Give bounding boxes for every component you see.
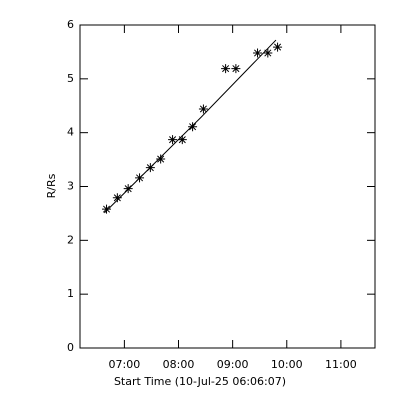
asterisk-marker — [156, 154, 166, 164]
asterisk-marker — [145, 163, 155, 173]
asterisk-strokes — [102, 204, 112, 214]
x-axis-label: Start Time (10-Jul-25 06:06:07) — [114, 375, 286, 388]
asterisk-strokes — [253, 48, 263, 58]
y-tick-label: 2 — [67, 233, 74, 246]
asterisk-marker — [168, 135, 178, 145]
asterisk-strokes — [198, 104, 208, 114]
asterisk-marker — [221, 64, 231, 74]
asterisk-strokes — [273, 42, 283, 52]
asterisk-marker — [112, 193, 122, 203]
asterisk-marker — [177, 135, 187, 145]
asterisk-marker — [273, 42, 283, 52]
y-tick-label: 5 — [67, 72, 74, 85]
x-tick-label: 11:00 — [325, 358, 357, 371]
asterisk-strokes — [263, 48, 273, 58]
asterisk-strokes — [123, 184, 133, 194]
y-tick-label: 1 — [67, 287, 74, 300]
x-tick-label: 10:00 — [271, 358, 303, 371]
asterisk-marker — [231, 64, 241, 74]
asterisk-strokes — [168, 135, 178, 145]
asterisk-marker — [135, 173, 145, 183]
y-tick-label: 0 — [67, 341, 74, 354]
asterisk-marker — [263, 48, 273, 58]
asterisk-strokes — [145, 163, 155, 173]
asterisk-marker — [188, 122, 198, 132]
x-tick-label: 07:00 — [109, 358, 141, 371]
asterisk-strokes — [188, 122, 198, 132]
y-tick-label: 4 — [67, 126, 74, 139]
asterisk-strokes — [177, 135, 187, 145]
y-tick-label: 6 — [67, 18, 74, 31]
asterisk-marker — [253, 48, 263, 58]
y-axis-label: R/Rs — [45, 173, 58, 198]
plot-frame — [79, 24, 376, 349]
asterisk-marker — [123, 184, 133, 194]
asterisk-strokes — [231, 64, 241, 74]
asterisk-marker — [102, 204, 112, 214]
y-tick-label: 3 — [67, 180, 74, 193]
asterisk-strokes — [221, 64, 231, 74]
x-tick-label: 09:00 — [217, 358, 249, 371]
asterisk-strokes — [156, 154, 166, 164]
asterisk-strokes — [112, 193, 122, 203]
asterisk-marker — [198, 104, 208, 114]
x-tick-label: 08:00 — [163, 358, 195, 371]
asterisk-strokes — [135, 173, 145, 183]
